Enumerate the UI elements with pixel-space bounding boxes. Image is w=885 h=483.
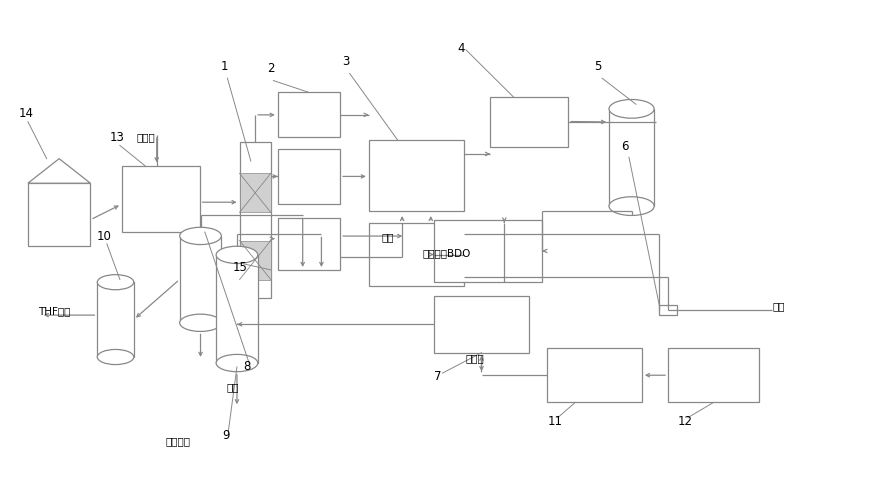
Text: 低永物: 低永物 (466, 354, 484, 363)
Bar (278, 92, 340, 137)
Text: 11: 11 (548, 415, 563, 428)
Bar (28, 183, 90, 246)
Text: 14: 14 (19, 107, 34, 120)
Text: 3: 3 (342, 55, 349, 68)
Bar (668, 348, 759, 402)
Ellipse shape (609, 99, 654, 118)
Ellipse shape (216, 355, 258, 372)
Bar (278, 149, 340, 204)
Text: 废水: 废水 (381, 232, 395, 242)
Text: 8: 8 (242, 360, 250, 373)
Bar (278, 218, 340, 270)
Text: 废水: 废水 (227, 382, 239, 392)
Text: 4: 4 (458, 42, 466, 55)
Bar (240, 241, 271, 280)
Ellipse shape (180, 227, 221, 244)
Text: 6: 6 (621, 141, 628, 153)
Bar (369, 140, 465, 211)
Ellipse shape (216, 246, 258, 264)
Bar (547, 348, 642, 402)
Text: 15: 15 (233, 261, 248, 274)
Bar (434, 296, 529, 353)
Text: 10: 10 (96, 230, 112, 243)
Text: 13: 13 (110, 131, 125, 144)
Text: 2: 2 (267, 62, 274, 75)
Text: 5: 5 (594, 60, 602, 73)
Text: 7: 7 (435, 370, 442, 383)
Text: THF产品: THF产品 (38, 306, 70, 316)
Bar (216, 255, 258, 363)
Bar (180, 236, 221, 323)
Text: 塔釜物料: 塔釜物料 (165, 436, 190, 446)
Bar (240, 173, 271, 213)
Bar (240, 142, 271, 298)
Text: 焦油: 焦油 (772, 301, 785, 312)
Bar (609, 109, 654, 206)
Ellipse shape (97, 275, 134, 290)
Text: 重组分的BDO: 重组分的BDO (423, 248, 471, 258)
Polygon shape (28, 158, 90, 183)
Ellipse shape (97, 350, 134, 365)
Text: 1: 1 (220, 60, 227, 73)
Text: 9: 9 (222, 429, 229, 442)
Bar (490, 97, 568, 147)
Ellipse shape (609, 197, 654, 215)
Bar (434, 220, 543, 282)
Bar (121, 166, 200, 232)
Text: 12: 12 (678, 415, 693, 428)
Bar (369, 223, 465, 286)
Bar (659, 305, 677, 315)
Ellipse shape (180, 314, 221, 331)
Text: 工业盐: 工业盐 (136, 132, 155, 142)
Bar (97, 282, 134, 357)
